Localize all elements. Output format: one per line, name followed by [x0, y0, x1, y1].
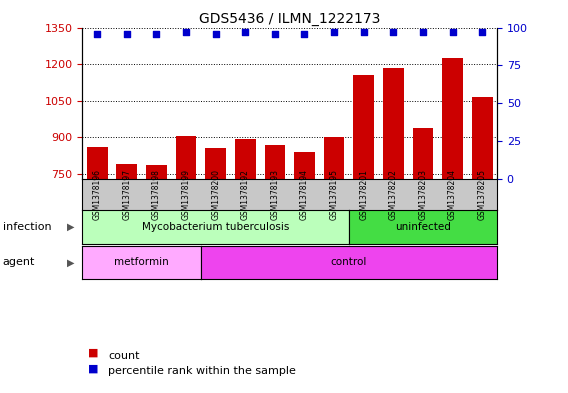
Text: GSM1378198: GSM1378198 [152, 169, 161, 220]
Bar [324, 137, 344, 357]
Point [211, 30, 220, 37]
Text: GSM1378205: GSM1378205 [478, 169, 487, 220]
Title: GDS5436 / ILMN_1222173: GDS5436 / ILMN_1222173 [199, 13, 381, 26]
Bar [146, 165, 167, 357]
Bar [176, 136, 197, 357]
Bar [442, 58, 463, 357]
Point [478, 29, 487, 35]
Text: percentile rank within the sample: percentile rank within the sample [108, 366, 296, 376]
Text: GSM1378194: GSM1378194 [300, 169, 309, 220]
Text: GSM1378202: GSM1378202 [389, 169, 398, 220]
Bar [116, 164, 137, 357]
Bar [87, 147, 107, 357]
Text: GSM1378199: GSM1378199 [182, 169, 190, 220]
Text: ■: ■ [88, 364, 98, 373]
Point [241, 29, 250, 35]
Bar [265, 145, 285, 357]
Point [300, 30, 309, 37]
Text: metformin: metformin [114, 257, 169, 267]
Text: uninfected: uninfected [395, 222, 451, 232]
Bar [412, 128, 433, 357]
Point [122, 30, 131, 37]
Bar [205, 148, 226, 357]
Text: GSM1378195: GSM1378195 [329, 169, 339, 220]
Point [359, 29, 368, 35]
Text: count: count [108, 351, 139, 361]
Bar [472, 97, 492, 357]
Text: ▶: ▶ [67, 222, 75, 232]
Text: infection: infection [3, 222, 52, 232]
Point [448, 29, 457, 35]
Text: GSM1378192: GSM1378192 [241, 169, 250, 220]
Text: GSM1378204: GSM1378204 [448, 169, 457, 220]
Point [152, 30, 161, 37]
Point [329, 29, 339, 35]
Text: ▶: ▶ [67, 257, 75, 267]
Text: GSM1378196: GSM1378196 [93, 169, 102, 220]
Bar [294, 152, 315, 357]
Text: Mycobacterium tuberculosis: Mycobacterium tuberculosis [142, 222, 289, 232]
Bar [235, 139, 256, 357]
Point [389, 29, 398, 35]
Point [181, 29, 190, 35]
Point [419, 29, 428, 35]
Text: GSM1378201: GSM1378201 [359, 169, 368, 220]
Text: GSM1378203: GSM1378203 [419, 169, 428, 220]
Bar [353, 75, 374, 357]
Point [93, 30, 102, 37]
Text: agent: agent [3, 257, 35, 267]
Bar [383, 68, 404, 357]
Point [270, 30, 279, 37]
Text: GSM1378193: GSM1378193 [270, 169, 279, 220]
Text: control: control [331, 257, 367, 267]
Text: GSM1378200: GSM1378200 [211, 169, 220, 220]
Text: ■: ■ [88, 348, 98, 358]
Text: GSM1378197: GSM1378197 [122, 169, 131, 220]
